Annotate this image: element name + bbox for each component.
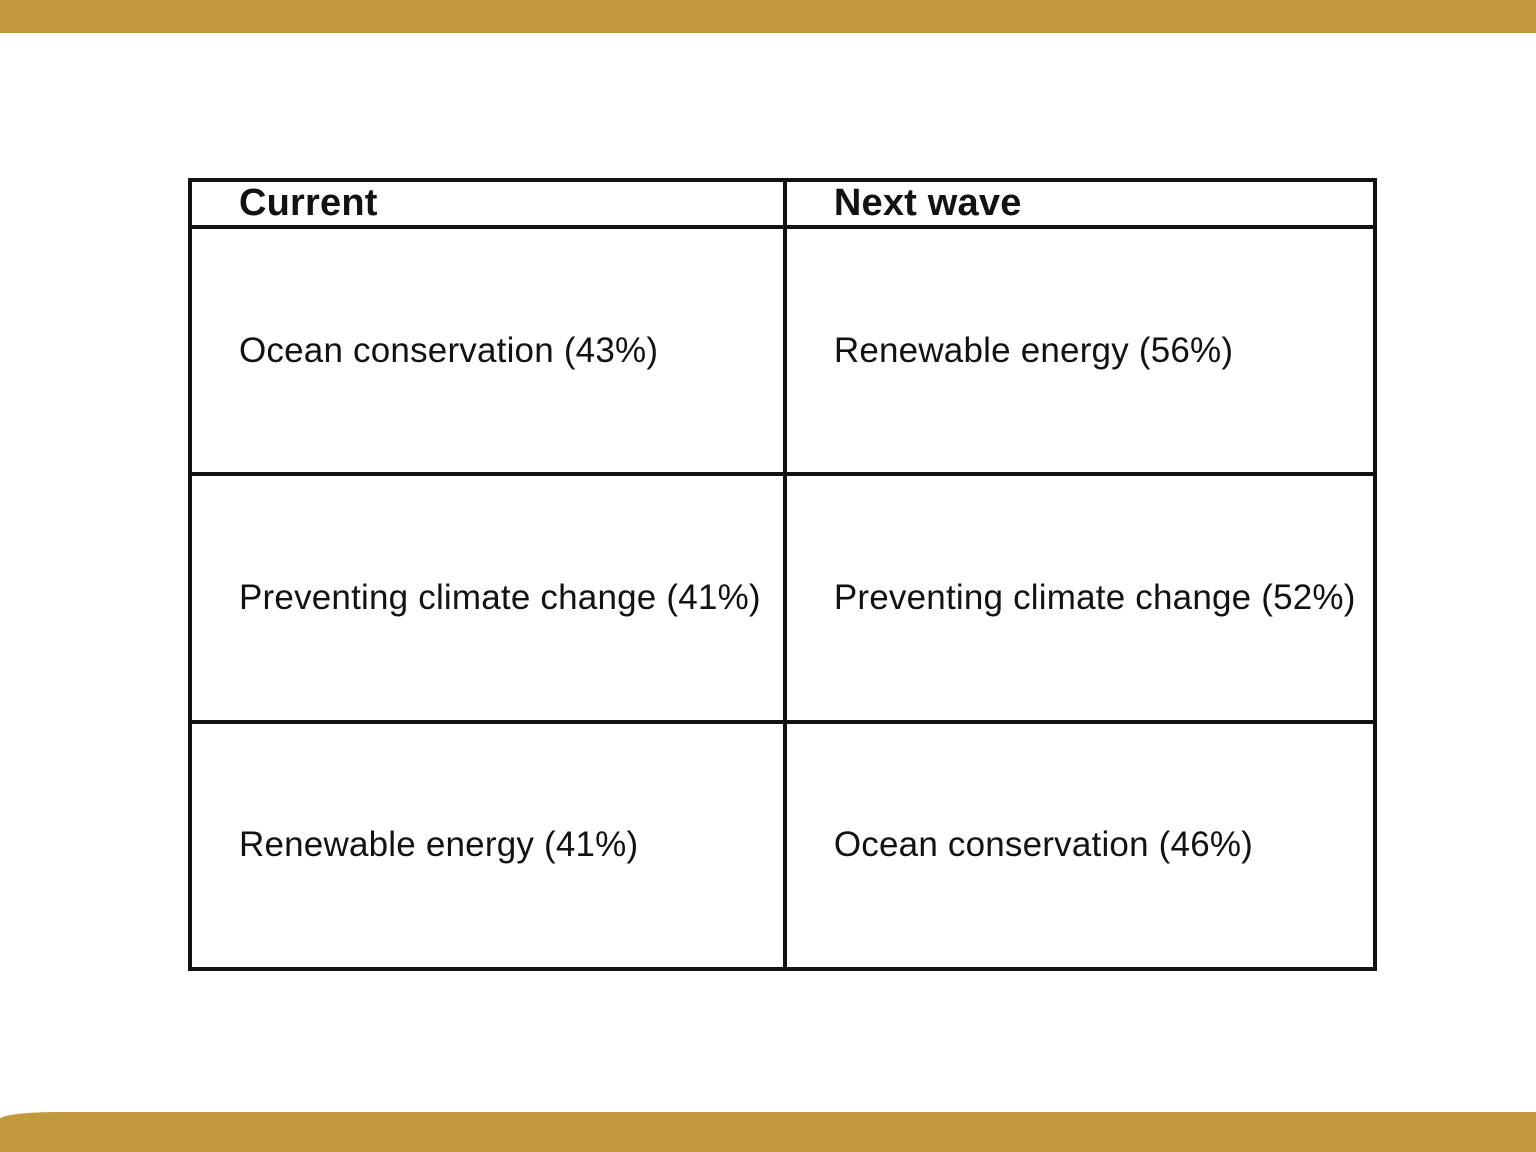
table-cell-next-wave-rank3: Ocean conservation (46%) (782, 719, 1378, 972)
table-cell-next-wave-rank1: Renewable energy (56%) (782, 224, 1378, 477)
comparison-table-container: Current Next wave Ocean conservation (43… (188, 178, 1378, 972)
comparison-table: Current Next wave Ocean conservation (43… (188, 178, 1378, 972)
table-cell-current-rank3: Renewable energy (41%) (188, 719, 787, 972)
header-cell-current: Current (188, 178, 787, 229)
top-accent-bar (0, 0, 1536, 33)
table-row: Preventing climate change (41%) Preventi… (188, 472, 1378, 724)
table-row: Ocean conservation (43%) Renewable energ… (188, 224, 1378, 477)
table-row: Renewable energy (41%) Ocean conservatio… (188, 719, 1378, 972)
table-cell-current-rank1: Ocean conservation (43%) (188, 224, 787, 477)
bottom-accent-bar (0, 1112, 1536, 1152)
table-cell-next-wave-rank2: Preventing climate change (52%) (782, 472, 1378, 724)
header-cell-next-wave: Next wave (782, 178, 1378, 229)
table-cell-current-rank2: Preventing climate change (41%) (188, 472, 787, 724)
table-header-row: Current Next wave (188, 178, 1378, 229)
